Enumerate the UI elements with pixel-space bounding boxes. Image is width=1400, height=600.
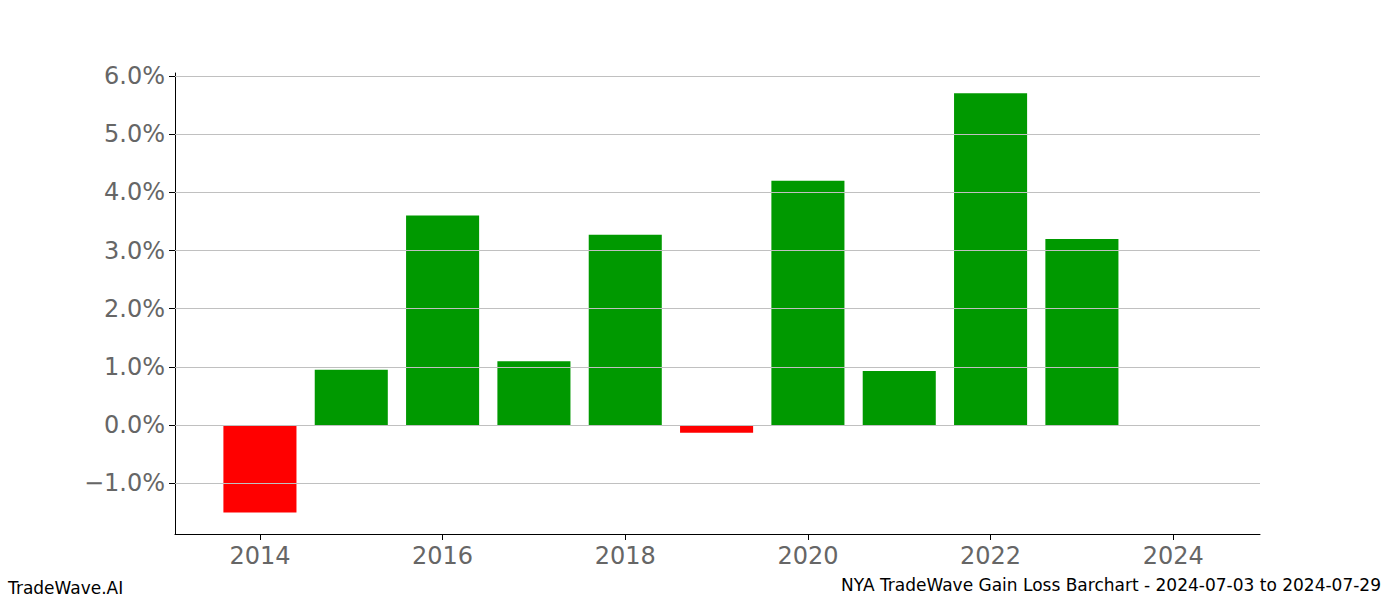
svg-text:6.0%: 6.0% <box>104 62 165 90</box>
svg-text:4.0%: 4.0% <box>104 178 165 206</box>
svg-text:2014: 2014 <box>229 542 290 570</box>
svg-text:2024: 2024 <box>1143 542 1204 570</box>
svg-text:1.0%: 1.0% <box>104 353 165 381</box>
svg-text:−1.0%: −1.0% <box>84 469 165 497</box>
svg-text:2022: 2022 <box>960 542 1021 570</box>
svg-text:2016: 2016 <box>412 542 473 570</box>
svg-text:3.0%: 3.0% <box>104 237 165 265</box>
svg-text:2.0%: 2.0% <box>104 295 165 323</box>
svg-text:2020: 2020 <box>777 542 838 570</box>
svg-text:5.0%: 5.0% <box>104 120 165 148</box>
svg-text:2018: 2018 <box>595 542 656 570</box>
svg-text:NYA TradeWave Gain Loss Barcha: NYA TradeWave Gain Loss Barchart - 2024-… <box>841 575 1381 595</box>
svg-text:TradeWave.AI: TradeWave.AI <box>7 578 123 598</box>
svg-text:0.0%: 0.0% <box>104 411 165 439</box>
